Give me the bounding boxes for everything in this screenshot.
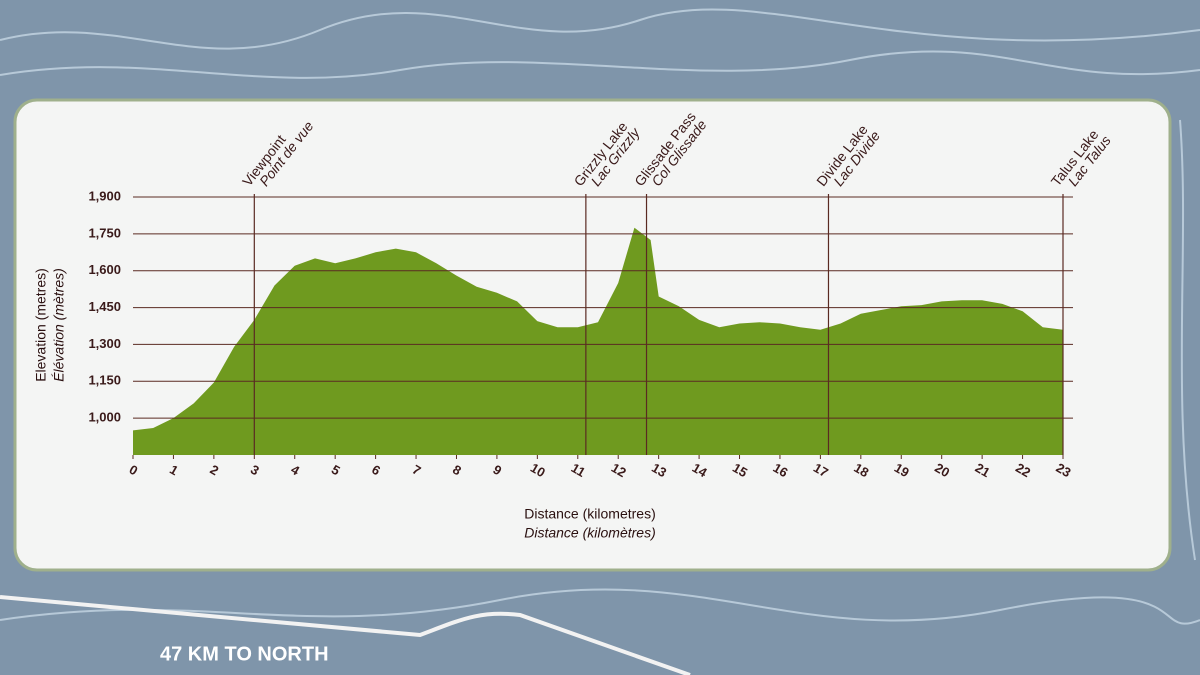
x-tick-label: 19 bbox=[892, 460, 912, 480]
x-axis-label: Distance (kilometres) bbox=[524, 506, 655, 522]
x-tick-label: 18 bbox=[851, 460, 871, 480]
x-tick-label: 17 bbox=[811, 460, 831, 480]
y-tick-label: 1,000 bbox=[88, 410, 121, 425]
y-tick-label: 1,450 bbox=[88, 299, 121, 314]
x-tick-label: 15 bbox=[730, 460, 750, 480]
x-tick-label: 13 bbox=[649, 460, 669, 480]
x-tick-label: 22 bbox=[1013, 460, 1033, 480]
x-axis-label-fr: Distance (kilomètres) bbox=[524, 525, 655, 541]
x-tick-label: 23 bbox=[1054, 460, 1074, 480]
y-tick-label: 1,750 bbox=[88, 225, 121, 240]
y-tick-label: 1,900 bbox=[88, 188, 121, 203]
sign-text: 47 KM TO NORTH bbox=[160, 643, 329, 665]
x-tick-label: 10 bbox=[528, 460, 548, 480]
y-axis-label: Elevation (metres) bbox=[33, 268, 49, 382]
y-tick-label: 1,300 bbox=[88, 336, 121, 351]
road bbox=[0, 595, 691, 675]
x-tick-label: 20 bbox=[932, 460, 952, 480]
y-tick-label: 1,150 bbox=[88, 373, 121, 388]
x-tick-label: 16 bbox=[770, 460, 790, 480]
y-axis-label-fr: Élévation (mètres) bbox=[51, 268, 67, 382]
x-tick-label: 11 bbox=[569, 460, 588, 480]
x-tick-label: 21 bbox=[973, 460, 993, 480]
topo-lines bbox=[0, 8, 1200, 625]
x-tick-label: 12 bbox=[609, 460, 629, 480]
y-tick-label: 1,600 bbox=[88, 262, 121, 277]
elevation-area bbox=[133, 227, 1063, 455]
